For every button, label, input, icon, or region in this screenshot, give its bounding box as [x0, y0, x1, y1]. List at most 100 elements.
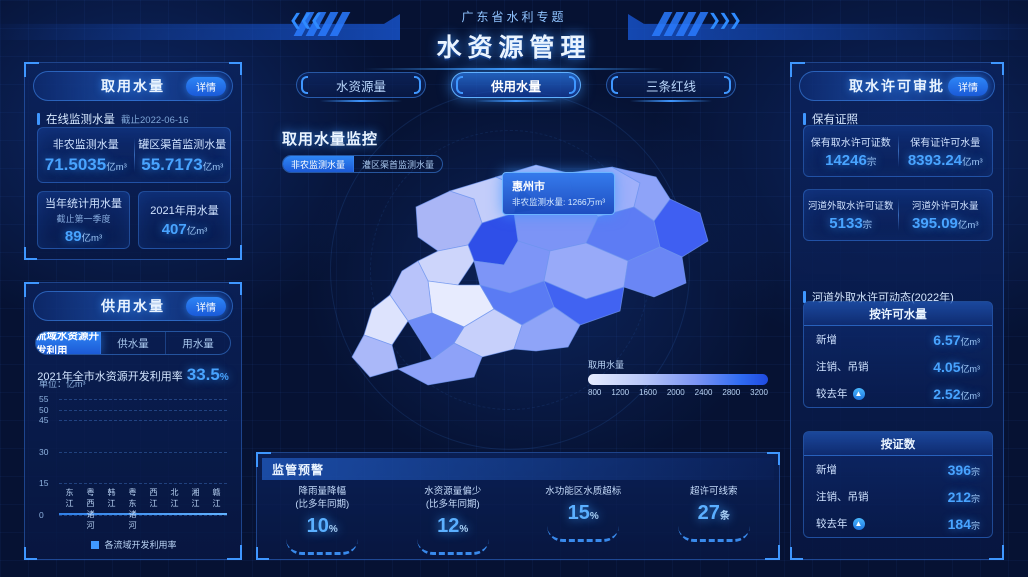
map-legend-gradient	[588, 374, 768, 385]
table-row: 新增 396宗	[804, 456, 992, 483]
arrow-up-icon: ▲	[852, 387, 865, 400]
map-region[interactable]	[407, 312, 465, 360]
row-unit: 亿m³	[960, 363, 981, 374]
table-row: 注销、吊销 4.05亿m³	[804, 353, 992, 380]
stat-label: 2021年用水量	[150, 205, 219, 217]
stat-sublabel: 截止第一季度	[56, 214, 111, 224]
stat-label: 非农监测水量	[52, 138, 119, 151]
legend-tick: 3200	[750, 388, 768, 397]
tab-label: 水资源量	[335, 79, 386, 94]
alert-unit: %	[459, 523, 469, 535]
row-label: 注销、吊销	[816, 491, 869, 503]
x-tick: 东江	[65, 488, 74, 508]
stat-label: 保有取水许可证数	[810, 137, 891, 149]
legend-tick: 1600	[639, 388, 657, 397]
rate-number: 33.5	[186, 365, 220, 384]
chart-legend: 各流域开发利用率	[37, 538, 231, 551]
guangdong-map[interactable]: 惠州市 非农监测水量: 1266万m³	[268, 95, 768, 395]
row-label: 新增	[816, 334, 837, 346]
table-row: 注销、吊销 212宗	[804, 483, 992, 510]
section-tick-icon	[37, 113, 40, 125]
map-subtab-irrigation[interactable]: 灌区渠首监测水量	[362, 159, 435, 170]
tab-label: 三条红线	[645, 79, 696, 94]
x-tick: 北江	[170, 488, 179, 508]
tab-supply-volume[interactable]: 供水量	[101, 332, 166, 354]
row-value: 396宗	[948, 462, 980, 478]
row-value: 4.05亿m³	[933, 359, 980, 375]
row-number: 212	[947, 488, 971, 505]
section-label-online-monitor: 在线监测水量 截止2022-06-16	[37, 111, 241, 127]
stat-permit-volume: 保有证许可水量 8393.24亿m³	[899, 134, 993, 169]
stat-permit-count: 保有取水许可证数 14246宗	[804, 134, 898, 169]
map-title: 取用水量监控	[282, 131, 379, 148]
row-unit: 亿m³	[960, 390, 981, 401]
stat-irrigation: 罐区渠首监测水量 55.7173亿m³	[135, 136, 231, 175]
y-tick: 50	[39, 404, 49, 415]
section-tick-icon	[803, 113, 806, 125]
alert-arc-icon	[677, 526, 750, 542]
chevron-left-icon: ❮❮❮	[289, 12, 323, 29]
tab-usage-volume[interactable]: 用水量	[182, 337, 214, 350]
stat-label: 河道外取水许可证数	[807, 201, 894, 212]
alert-label-1: 超许可线索	[689, 486, 738, 497]
panel-water-usage: 取用水量 详情 在线监测水量 截止2022-06-16 非农监测水量 71.50…	[24, 62, 242, 260]
row-number: 184	[947, 515, 971, 532]
chart-plot-area: 55 50 45 30 15 0	[39, 393, 227, 520]
stat-value: 71.5035亿m³	[38, 155, 134, 175]
map-region[interactable]	[513, 306, 581, 352]
row-label: 较去年	[816, 518, 848, 530]
alert-arc-icon	[547, 526, 620, 542]
alert-unit: 条	[719, 510, 730, 522]
tooltip-city: 惠州市	[512, 181, 545, 193]
detail-button[interactable]: 详情	[948, 77, 988, 96]
alert-value: 27条	[649, 502, 780, 525]
stat-number: 71.5035	[44, 154, 107, 174]
legend-tick: 2400	[694, 388, 713, 397]
detail-button[interactable]: 详情	[186, 77, 226, 96]
detail-button[interactable]: 详情	[186, 297, 226, 316]
alert-panel-title: 监管预警	[272, 462, 325, 477]
x-tick: 韩江	[107, 488, 116, 508]
alert-water-resource-low: 水资源量偏少 (比多年同期) 12%	[388, 486, 519, 555]
stat-number: 14246	[825, 151, 867, 169]
map-region[interactable]	[351, 334, 399, 378]
stat-number: 55.7173	[141, 154, 203, 174]
stat-label: 当年统计用水量	[45, 198, 122, 210]
panel-title: 取水许可审批	[849, 78, 945, 94]
alert-label-1: 降雨量降幅	[298, 486, 346, 497]
card-current-year-usage: 当年统计用水量 截止第一季度 89亿m³	[37, 191, 130, 249]
tab-three-red-lines[interactable]: 三条红线	[606, 72, 736, 102]
table-row: 较去年 ▲ 2.52亿m³	[804, 380, 992, 407]
alert-arc-icon	[416, 539, 489, 555]
stat-unit: 亿m³	[962, 156, 983, 168]
row-label: 注销、吊销	[816, 361, 869, 373]
panel-header: 取用水量 详情	[33, 71, 233, 101]
stat-value: 14246宗	[804, 152, 898, 169]
stat-label: 罐区渠首监测水量	[138, 138, 227, 151]
stat-unit: 亿m³	[202, 161, 224, 173]
main-tabs: 水资源量 供用水量 三条红线	[296, 72, 736, 102]
card-held-permits: 保有取水许可证数 14246宗 保有证许可水量 8393.24亿m³	[803, 125, 993, 177]
y-tick: 45	[39, 415, 49, 426]
map-subtab-nonagri[interactable]: 非农监测水量	[283, 156, 355, 172]
panel-header: 取水许可审批 详情	[799, 71, 995, 101]
row-unit: 宗	[970, 466, 980, 477]
row-value: 2.52亿m³	[933, 386, 980, 402]
stat-nonagri: 非农监测水量 71.5035亿m³	[38, 136, 134, 175]
map-tooltip: 惠州市 非农监测水量: 1266万m³	[502, 172, 616, 215]
map-subtabs: 非农监测水量 灌区渠首监测水量	[282, 155, 444, 173]
tab-water-supply-use[interactable]: 供用水量	[451, 72, 581, 102]
alert-value: 15%	[518, 502, 649, 525]
alert-value: 12%	[388, 515, 519, 538]
stat-number: 395.09	[912, 215, 958, 232]
panel-header: 供用水量 详情	[33, 291, 233, 321]
map-legend-title: 取用水量	[588, 360, 625, 370]
row-unit: 宗	[970, 493, 980, 504]
page-header: ❮❮❮ ❯❯❯ 广东省水利专题 水资源管理	[0, 0, 1028, 70]
tab-water-resources[interactable]: 水资源量	[296, 72, 426, 102]
development-rate: 2021年全市水资源开发利用率 33.5%	[25, 365, 241, 385]
tab-basin-development[interactable]: 流域水资源开发利用	[36, 331, 101, 355]
row-number: 396	[947, 461, 971, 478]
stat-unit: 亿m³	[957, 220, 979, 231]
stat-number: 89	[64, 228, 82, 245]
